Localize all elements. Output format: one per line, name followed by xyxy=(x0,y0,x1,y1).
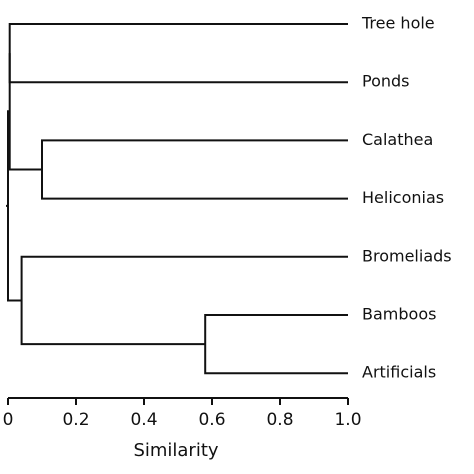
x-axis-label: Similarity xyxy=(133,440,218,461)
dendrogram-link xyxy=(204,314,348,375)
dendrogram-link xyxy=(8,53,42,171)
x-tick-label: 0.8 xyxy=(266,410,293,430)
x-tick-label: 0.2 xyxy=(62,410,89,430)
x-tick-label: 0.6 xyxy=(198,410,225,430)
x-tick-label: 1.0 xyxy=(334,410,361,430)
dendrogram-link xyxy=(41,139,348,200)
leaf-label: Bromeliads xyxy=(362,246,452,265)
leaf-label: Bamboos xyxy=(362,305,436,324)
x-tick-label: 0.4 xyxy=(130,410,157,430)
dendrogram-link xyxy=(8,23,348,84)
leaf-label: Tree hole xyxy=(361,14,435,33)
leaf-label: Ponds xyxy=(362,72,410,91)
dendrogram-link xyxy=(20,255,348,346)
leaf-label: Artificials xyxy=(362,363,436,382)
x-tick-label: 0 xyxy=(3,410,14,430)
leaf-label: Calathea xyxy=(362,130,433,149)
leaf-label: Heliconias xyxy=(362,188,444,207)
